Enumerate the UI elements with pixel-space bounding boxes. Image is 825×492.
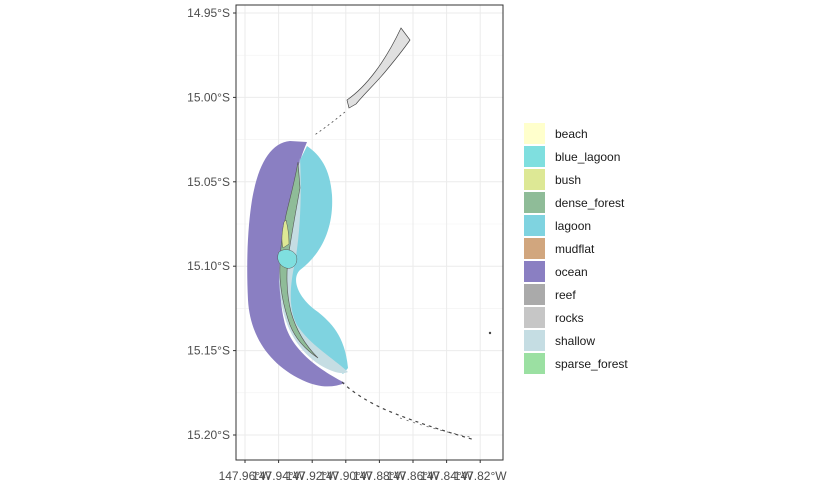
y-tick-label: 14.95°S (187, 6, 230, 20)
y-tick-label: 15.00°S (187, 90, 230, 104)
legend-key-swatch (524, 146, 545, 167)
lagoon-polygon (290, 146, 348, 374)
legend-item: sparse_forest (524, 352, 628, 375)
map-features (247, 27, 492, 441)
blue-lagoon-polygon (277, 249, 298, 269)
reef-chain-north (312, 111, 346, 137)
legend-key-swatch (524, 353, 545, 374)
shallow-polygon (279, 158, 348, 374)
legend-item: blue_lagoon (524, 145, 628, 168)
legend-key-swatch (524, 169, 545, 190)
legend-key-swatch (524, 215, 545, 236)
y-tick-label: 15.15°S (187, 344, 230, 358)
legend-item: dense_forest (524, 191, 628, 214)
x-tick-label: 147.92°W (286, 469, 340, 483)
legend-label: reef (555, 287, 576, 302)
legend-label: beach (555, 126, 588, 141)
x-tick-label: 147.84°W (420, 469, 474, 483)
legend-label: bush (555, 172, 582, 187)
x-axis: 147.96°W147.94°W147.92°W147.90°W147.88°W… (219, 460, 508, 483)
bush-polygon (281, 219, 290, 249)
legend-label: dense_forest (555, 195, 625, 210)
x-tick-label: 147.86°W (387, 469, 441, 483)
legend-label: blue_lagoon (555, 149, 621, 164)
legend-item: rocks (524, 306, 628, 329)
x-tick-label: 147.94°W (252, 469, 306, 483)
y-tick-label: 15.10°S (187, 259, 230, 273)
x-tick-label: 147.88°W (353, 469, 407, 483)
legend-item: beach (524, 122, 628, 145)
legend-label: lagoon (555, 218, 592, 233)
reef-islet (488, 331, 492, 335)
legend-item: lagoon (524, 214, 628, 237)
y-tick-label: 15.20°S (187, 428, 230, 442)
legend-key-swatch (524, 192, 545, 213)
y-axis: 14.95°S 15.00°S 15.05°S 15.10°S 15.15°S 15.20… (187, 6, 236, 442)
legend-label: sparse_forest (555, 356, 628, 371)
legend-key-swatch (524, 330, 545, 351)
x-tick-label: 147.82°W (454, 469, 508, 483)
legend-item: reef (524, 283, 628, 306)
plot-border (235, 4, 504, 461)
legend-label: ocean (555, 264, 588, 279)
x-tick-label: 147.90°W (319, 469, 373, 483)
legend-label: shallow (555, 333, 596, 348)
y-tick-label: 15.05°S (187, 175, 230, 189)
legend-item: ocean (524, 260, 628, 283)
legend-item: mudflat (524, 237, 628, 260)
ocean-polygon (247, 141, 345, 387)
legend-key-swatch (524, 123, 545, 144)
legend-key-swatch (524, 284, 545, 305)
legend-label: rocks (555, 310, 584, 325)
x-tick-label: 147.96°W (219, 469, 273, 483)
legend-key-swatch (524, 238, 545, 259)
legend-item: bush (524, 168, 628, 191)
legend-label: mudflat (555, 241, 595, 256)
reef-chain-south (341, 381, 476, 441)
reef-polygon-north (346, 27, 411, 109)
legend-key-swatch (524, 307, 545, 328)
legend-item: shallow (524, 329, 628, 352)
legend-key-swatch (524, 261, 545, 282)
